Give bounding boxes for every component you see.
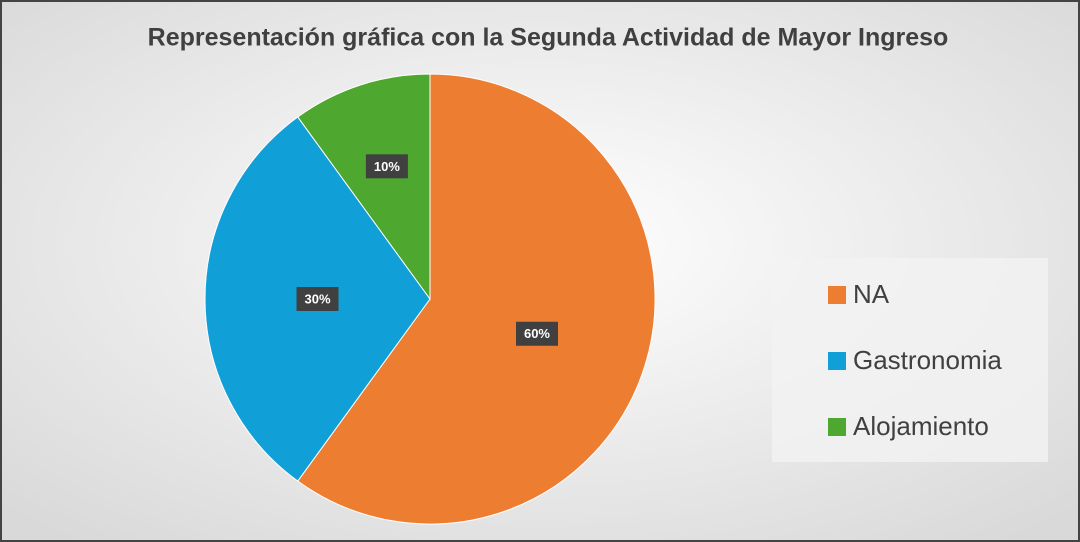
data-label-box — [296, 287, 339, 311]
legend-label: Alojamiento — [853, 411, 989, 441]
legend-swatch — [828, 286, 846, 304]
data-label-box — [365, 154, 408, 179]
data-label: 30% — [304, 291, 330, 306]
pie-slice — [297, 73, 656, 525]
legend-label: NA — [853, 279, 890, 309]
legend-label: Gastronomia — [853, 345, 1002, 375]
data-label: 60% — [524, 326, 550, 341]
chart-title: Representación gráfica con la Segunda Ac… — [148, 24, 949, 52]
legend-swatch — [828, 418, 846, 436]
pie-slice — [297, 73, 431, 301]
legend-swatch — [828, 352, 846, 370]
legend-box — [772, 258, 1048, 462]
data-label: 10% — [374, 159, 400, 174]
data-label-box — [515, 321, 558, 346]
